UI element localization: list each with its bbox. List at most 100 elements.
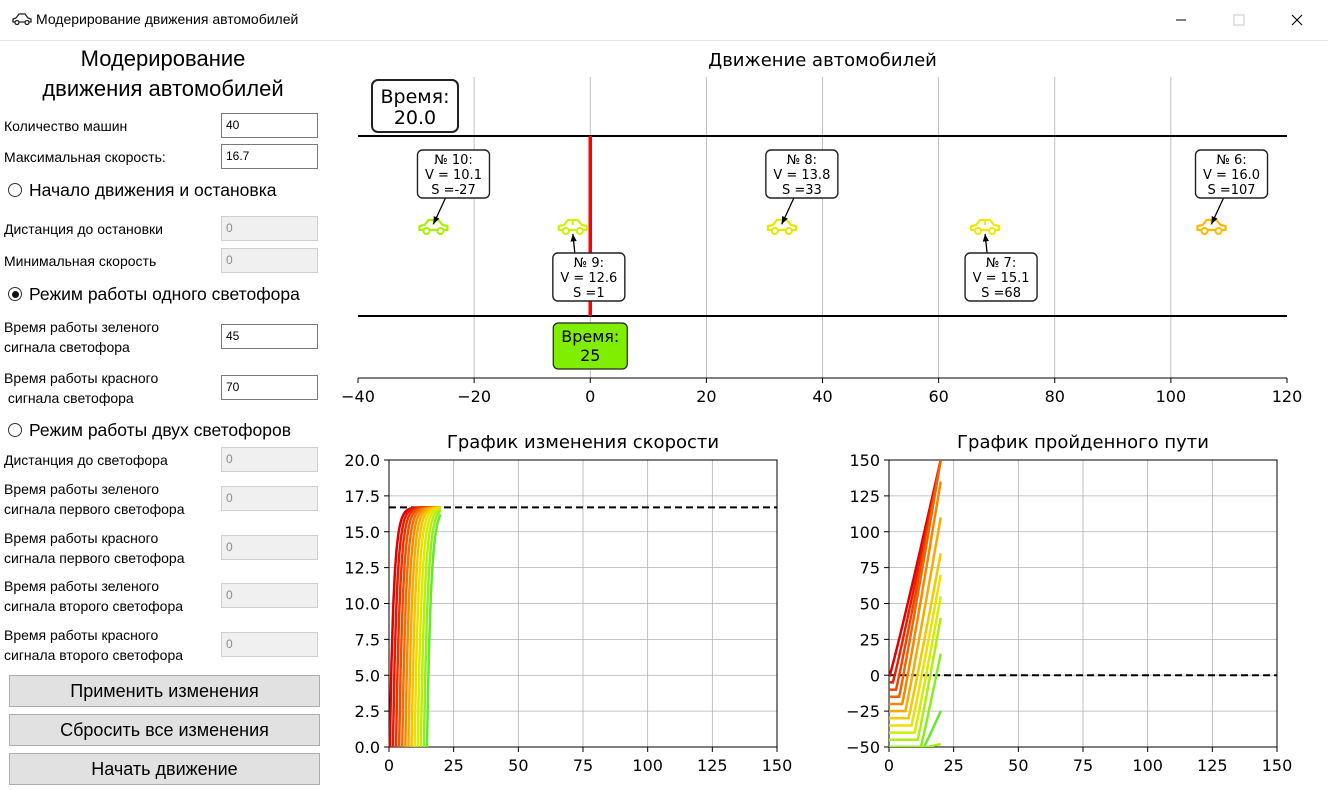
car-number: № 8:	[787, 153, 817, 168]
annotation-arrowhead	[982, 234, 989, 242]
y-tick-label: 7.5	[355, 630, 380, 649]
y-tick-label: 20.0	[344, 451, 380, 470]
x-tick-label: 25	[943, 756, 963, 775]
car-number: № 7:	[986, 256, 1016, 271]
car-body	[766, 218, 797, 232]
min-speed-label: Минимальная скорость	[4, 253, 157, 269]
green1-label: Время работы зеленого сигнала первого св…	[4, 479, 216, 519]
title-bar: Модерирование движения автомобилей	[0, 0, 1328, 41]
green2-label-line1: Время работы зеленого	[4, 578, 160, 594]
red1-label: Время работы красного сигнала первого св…	[4, 528, 216, 568]
panel-heading-line1: Модерирование	[80, 46, 246, 71]
annotation-arrowhead	[781, 216, 788, 224]
mode-one-light-radio[interactable]: Режим работы одного светофора	[8, 282, 300, 306]
light-timer-value: 25	[580, 346, 600, 365]
green-time-input[interactable]: 45	[221, 324, 318, 349]
green2-input[interactable]: 0	[221, 583, 318, 608]
green-time-label: Время работы зеленого сигнала светофора	[4, 317, 216, 357]
y-tick-label: −25	[846, 702, 880, 721]
distance-series	[889, 553, 942, 720]
speed-series	[419, 507, 442, 748]
car-number: № 9:	[574, 256, 604, 271]
x-tick-label: 75	[1073, 756, 1093, 775]
red1-input[interactable]: 0	[221, 535, 318, 560]
maximize-button[interactable]	[1210, 0, 1268, 40]
y-tick-label: 75	[860, 559, 880, 578]
y-tick-label: 10.0	[344, 595, 380, 614]
car-icon	[969, 218, 1001, 235]
mode-one-light-label: Режим работы одного светофора	[29, 284, 300, 304]
car-info-box	[416, 149, 491, 199]
car-speed: V = 13.8	[773, 168, 830, 183]
y-tick-label: 2.5	[355, 702, 380, 721]
stop-distance-input[interactable]: 0	[221, 216, 318, 241]
y-tick-label: 17.5	[344, 487, 380, 506]
car-speed: V = 15.1	[973, 271, 1030, 286]
car-wheel	[575, 227, 584, 235]
x-tick-label: 125	[1197, 756, 1228, 775]
car-body	[557, 218, 588, 232]
car-wheel	[770, 227, 779, 235]
car-speed: V = 10.1	[425, 168, 482, 183]
car-distance: S =33	[782, 183, 822, 198]
red-time-label-line2: сигнала светофора	[4, 390, 134, 406]
x-tick-label: 20	[696, 387, 716, 406]
settings-panel: Модерирование движения автомобилей Колич…	[0, 40, 330, 790]
num-cars-input[interactable]: 40	[221, 113, 318, 138]
annotation-arrowhead	[570, 234, 577, 242]
x-tick-label: 75	[573, 756, 593, 775]
y-tick-label: 100	[849, 523, 880, 542]
speed-series	[422, 509, 442, 748]
car-body	[969, 218, 1001, 232]
num-cars-label: Количество машин	[4, 118, 128, 134]
x-tick-label: 80	[1045, 387, 1065, 406]
car-wheel	[1214, 227, 1223, 235]
max-speed-label: Максимальная скорость:	[4, 149, 166, 165]
y-tick-label: 0	[870, 666, 880, 685]
green1-label-line1: Время работы зеленого	[4, 481, 160, 497]
time-box	[371, 79, 459, 133]
speed-chart-frame	[388, 459, 778, 748]
x-tick-label: 100	[1132, 756, 1163, 775]
car-icon	[418, 218, 449, 235]
red2-label-line2: сигнала второго светофора	[4, 647, 184, 663]
close-button[interactable]	[1268, 0, 1326, 40]
car-body	[1196, 218, 1227, 232]
distance-series	[889, 460, 942, 699]
start-button[interactable]: Начать движение	[9, 753, 320, 785]
x-tick-label: 100	[1156, 387, 1187, 406]
minimize-icon	[1176, 19, 1186, 21]
x-tick-label: 0	[384, 756, 394, 775]
min-speed-input[interactable]: 0	[221, 248, 318, 273]
red-time-label-line1: Время работы красного	[4, 370, 159, 386]
mode-two-lights-radio[interactable]: Режим работы двух светофоров	[8, 418, 291, 442]
red1-label-line1: Время работы красного	[4, 530, 159, 546]
car-icon	[557, 218, 588, 235]
car-icon	[1196, 218, 1227, 235]
time-label: Время:	[381, 86, 450, 108]
distance-series	[889, 481, 942, 706]
light-distance-input[interactable]: 0	[221, 447, 318, 472]
car-wheel	[561, 227, 570, 235]
radio-circle-empty	[8, 423, 22, 437]
distance-series	[889, 653, 942, 747]
red2-input[interactable]: 0	[221, 632, 318, 657]
minimize-button[interactable]	[1152, 0, 1210, 40]
x-tick-label: 60	[928, 387, 948, 406]
car-wheel	[1200, 227, 1209, 235]
y-tick-label: 15.0	[344, 523, 380, 542]
x-tick-label: −20	[457, 387, 491, 406]
speed-series	[425, 513, 442, 748]
radio-circle-empty	[8, 183, 22, 197]
distance-series	[889, 574, 942, 727]
apply-button[interactable]: Применить изменения	[9, 675, 320, 707]
green1-input[interactable]: 0	[221, 486, 318, 511]
car-speed: V = 12.6	[560, 271, 617, 286]
x-tick-label: 150	[762, 756, 793, 775]
x-tick-label: 120	[1272, 387, 1303, 406]
x-tick-label: 50	[1008, 756, 1028, 775]
max-speed-input[interactable]: 16.7	[221, 144, 318, 169]
mode-start-stop-radio[interactable]: Начало движения и остановка	[8, 178, 276, 202]
reset-button[interactable]: Сбросить все изменения	[9, 714, 320, 746]
red-time-input[interactable]: 70	[221, 375, 318, 400]
